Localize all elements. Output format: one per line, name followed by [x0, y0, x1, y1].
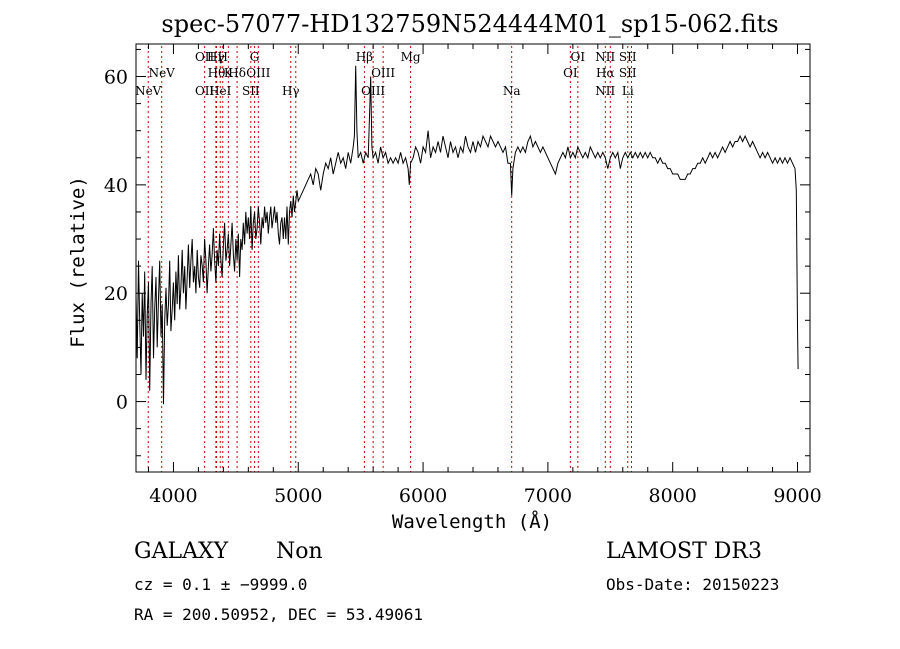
y-tick-label: 60 — [104, 67, 128, 89]
spectral-line-label: HeI — [209, 84, 232, 98]
spectral-line-label: OI — [563, 66, 578, 80]
plot-area: NeVNeVOIIOIIHγHθHeIHKHδSIIGOIIIHγHβOIIIO… — [104, 43, 822, 507]
spectral-line-label: Hδ — [228, 66, 246, 80]
spectral-line-label: NeV — [135, 84, 162, 98]
spectral-line-label: SII — [619, 50, 637, 64]
ra-dec-text: RA = 200.50952, DEC = 53.49061 — [134, 605, 423, 624]
spectral-line-label: Hθ — [208, 66, 226, 80]
obs-date: Obs-Date: 20150223 — [606, 575, 779, 594]
spectral-line-label: SII — [619, 66, 637, 80]
spectral-line-label: Hα — [596, 66, 615, 80]
x-tick-label: 4000 — [149, 485, 197, 507]
spectral-line-label: Hγ — [207, 50, 225, 64]
spectral-line-label: OIII — [371, 66, 395, 80]
spectral-line-label: Hβ — [356, 50, 373, 64]
y-tick-label: 40 — [104, 175, 128, 197]
spectral-line-label: OIII — [246, 66, 270, 80]
object-class: GALAXY — [134, 539, 229, 564]
redshift-text: cz = 0.1 ± −9999.0 — [134, 575, 307, 594]
x-axis-ticks: 4000 5000 6000 7000 8000 9000 — [147, 44, 822, 507]
x-tick-label: 8000 — [649, 485, 697, 507]
spectral-line-label: G — [250, 50, 260, 64]
object-subclass: Non — [276, 539, 323, 564]
x-tick-label: 7000 — [524, 485, 572, 507]
spectral-line-label: OIII — [361, 84, 385, 98]
spectral-line-label: Mg — [401, 50, 421, 64]
spectral-line-label: OII — [195, 84, 215, 98]
y-tick-label: 20 — [104, 283, 128, 305]
spectral-line-label: NII — [595, 50, 615, 64]
chart-title: spec-57077-HD132759N524444M01_sp15-062.f… — [161, 10, 778, 38]
x-tick-label: 6000 — [399, 485, 447, 507]
spectral-line-label: H — [218, 50, 228, 64]
y-axis-ticks: 0 20 40 60 — [104, 48, 810, 457]
spectrum-line — [135, 65, 799, 405]
x-axis-label: Wavelength (Å) — [392, 510, 552, 533]
y-axis-label: Flux (relative) — [67, 176, 89, 348]
x-tick-label: 9000 — [773, 485, 821, 507]
spectral-line-label: NeV — [149, 66, 176, 80]
x-tick-label: 5000 — [274, 485, 322, 507]
spectral-line-label: Li — [622, 84, 634, 98]
survey-label: LAMOST DR3 — [606, 539, 762, 564]
spectral-line-label: OI — [571, 50, 586, 64]
y-tick-label: 0 — [116, 392, 128, 414]
spectral-line-label: K — [224, 66, 234, 80]
spectral-line-label: Na — [503, 84, 521, 98]
spectral-line-label: SII — [242, 84, 260, 98]
spectral-line-labels: NeVNeVOIIOIIHγHθHeIHKHδSIIGOIIIHγHβOIIIO… — [135, 50, 637, 98]
spectral-line-label: OII — [195, 50, 215, 64]
spectral-line-label: Hγ — [282, 84, 300, 98]
spectral-line-label: NII — [595, 84, 615, 98]
spectral-line-markers — [147, 46, 633, 472]
